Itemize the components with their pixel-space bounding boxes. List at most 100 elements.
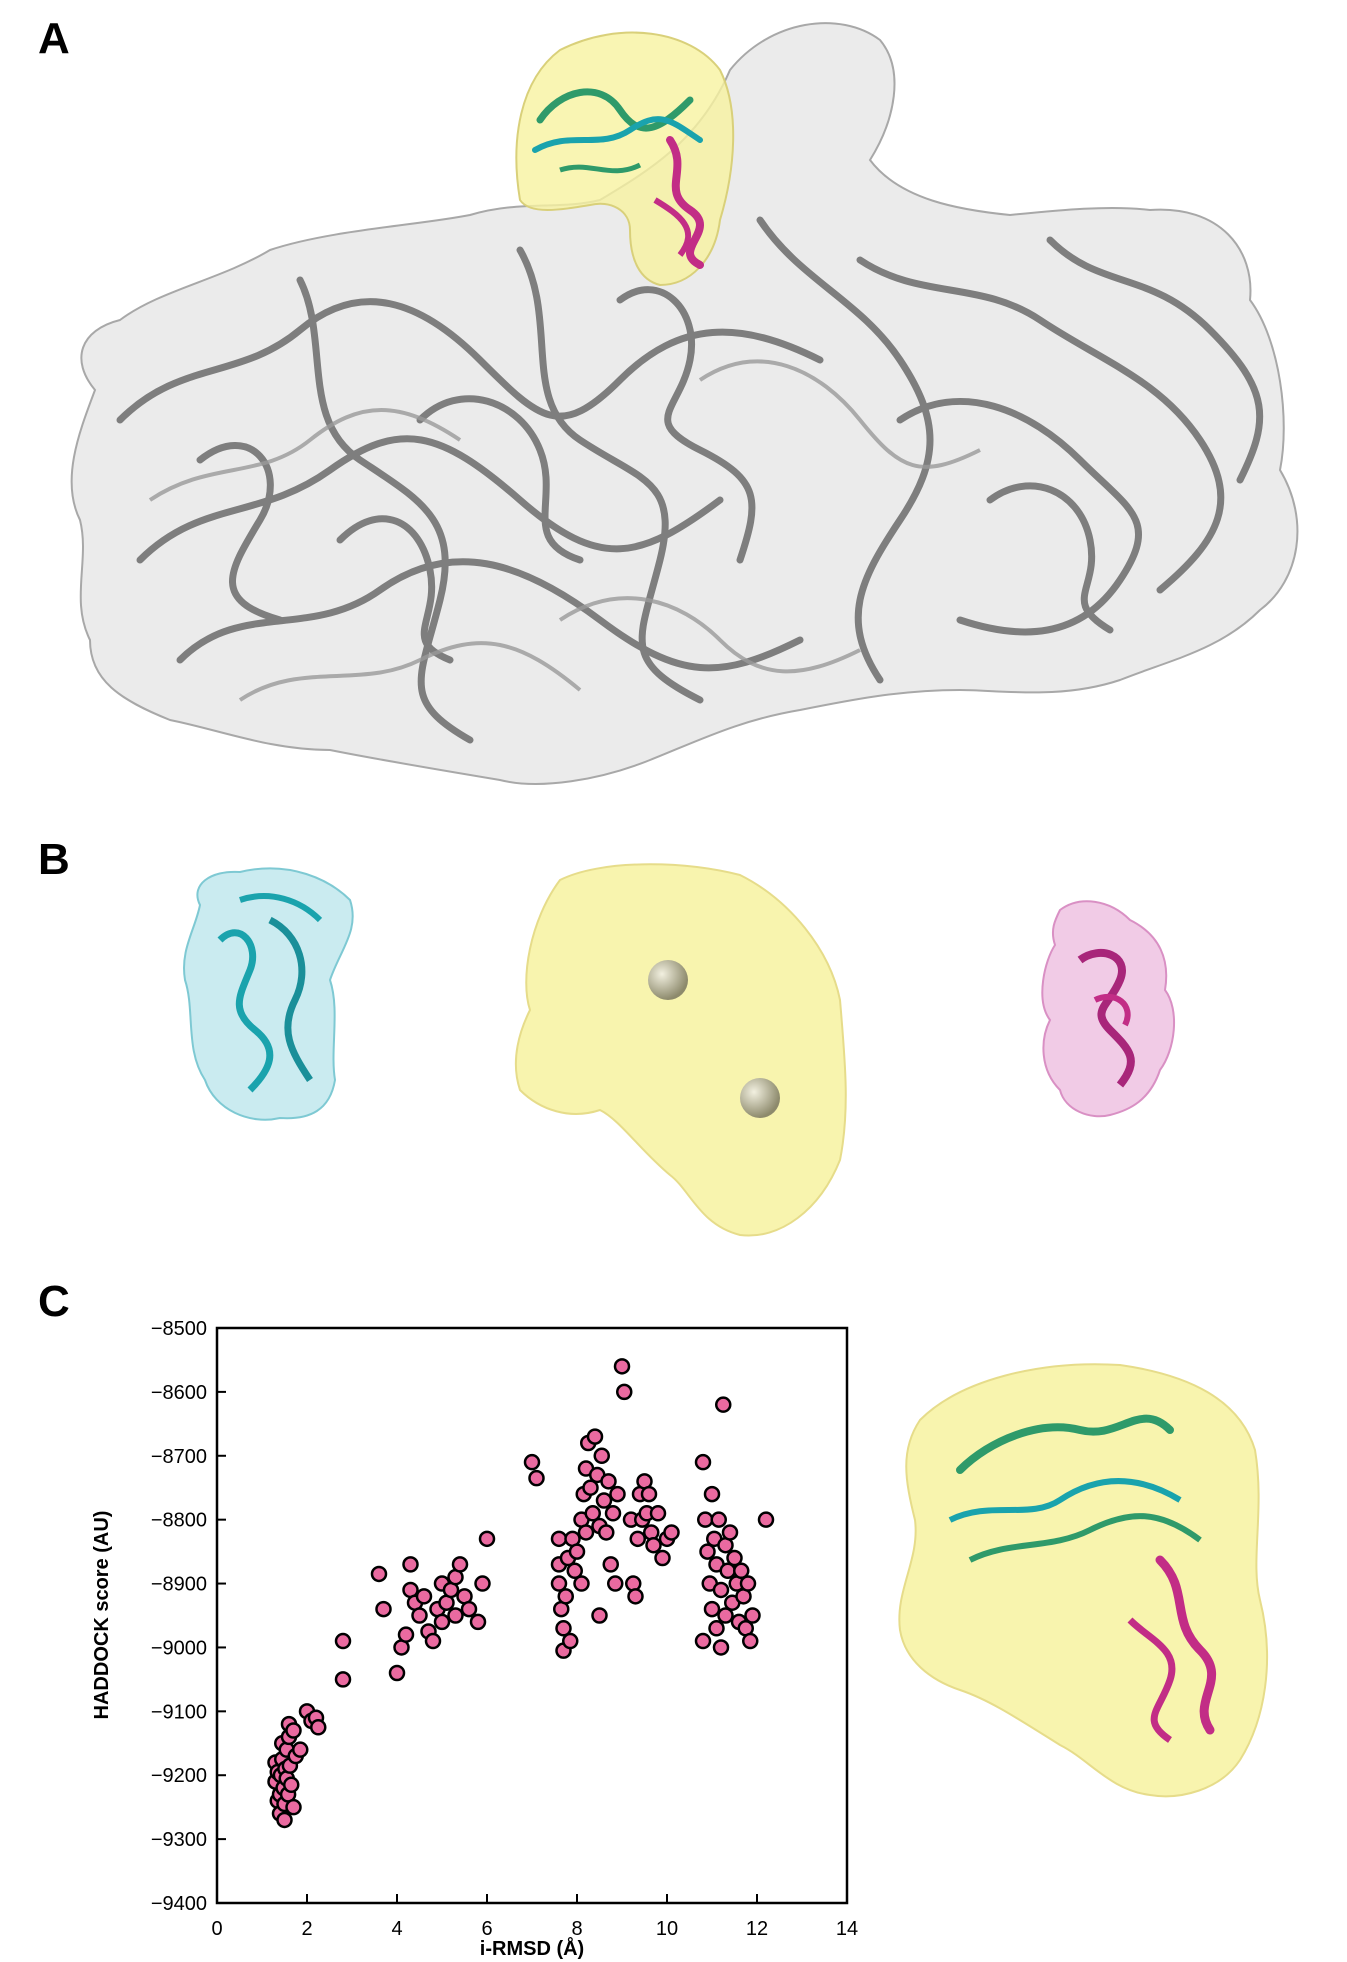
data-point xyxy=(334,1671,352,1688)
data-point xyxy=(600,1473,617,1490)
data-point xyxy=(654,1549,671,1567)
data-point xyxy=(739,1575,757,1592)
x-tick-label: 0 xyxy=(211,1918,222,1940)
data-point xyxy=(283,1776,300,1794)
data-point xyxy=(402,1556,419,1573)
x-tick-label: 14 xyxy=(836,1918,858,1940)
x-tick-label: 12 xyxy=(746,1918,768,1940)
data-point xyxy=(595,1492,613,1509)
data-point xyxy=(285,1722,302,1739)
docked-complex-a xyxy=(515,31,735,287)
y-axis-label: HADDOCK score (AU) xyxy=(91,1511,113,1720)
data-point xyxy=(708,1620,725,1637)
data-point xyxy=(703,1485,721,1503)
y-tick-label: −9300 xyxy=(151,1829,207,1851)
magenta-domain xyxy=(1041,900,1176,1118)
y-axis: −8500 −8600 −8700 −8800 −8900 −9000 −9100 −9200… xyxy=(151,1318,226,1915)
data-point xyxy=(334,1632,352,1650)
panel-label-a: A xyxy=(38,14,70,63)
data-point xyxy=(523,1453,541,1471)
data-point xyxy=(370,1565,388,1583)
data-point xyxy=(721,1524,739,1541)
data-point xyxy=(744,1607,761,1624)
data-point xyxy=(415,1588,433,1605)
data-point xyxy=(310,1719,327,1736)
panel-b-components xyxy=(183,863,1176,1237)
y-tick-label: −9200 xyxy=(151,1765,207,1787)
data-point xyxy=(591,1607,608,1624)
marker-sphere-2 xyxy=(740,1078,780,1118)
data-point xyxy=(555,1620,572,1637)
data-point xyxy=(616,1383,633,1401)
data-point xyxy=(577,1524,595,1541)
data-point xyxy=(645,1536,662,1554)
data-point xyxy=(712,1581,730,1599)
data-point xyxy=(582,1479,599,1496)
x-tick-label: 10 xyxy=(656,1918,678,1940)
data-point xyxy=(699,1543,716,1560)
data-point xyxy=(726,1549,743,1567)
data-point xyxy=(586,1428,604,1445)
data-point xyxy=(292,1741,309,1758)
data-point xyxy=(629,1530,646,1548)
data-point xyxy=(478,1530,496,1548)
data-point xyxy=(550,1575,568,1592)
data-point xyxy=(715,1396,732,1413)
yellow-density-b xyxy=(514,863,847,1237)
y-tick-label: −8900 xyxy=(151,1574,207,1596)
data-point xyxy=(598,1524,615,1541)
data-point xyxy=(566,1562,583,1580)
data-point xyxy=(375,1600,392,1618)
data-point xyxy=(627,1588,644,1605)
haddock-scatter-chart: 0 2 4 6 8 10 12 14 −8500 −8600 −8700 −8800 −8900 −90… xyxy=(91,1318,858,1960)
x-tick-label: 6 xyxy=(481,1918,492,1940)
x-tick-label: 4 xyxy=(391,1918,402,1940)
x-tick-label: 2 xyxy=(301,1918,312,1940)
cyan-domain xyxy=(183,867,354,1121)
data-point xyxy=(550,1530,568,1548)
data-point xyxy=(557,1588,574,1605)
data-point xyxy=(451,1556,469,1573)
data-point xyxy=(447,1607,464,1624)
data-point xyxy=(562,1632,579,1650)
x-axis-label: i-RMSD (Å) xyxy=(480,1936,584,1960)
y-tick-label: −8500 xyxy=(151,1318,207,1340)
data-point xyxy=(694,1632,712,1650)
data-point xyxy=(276,1811,293,1829)
data-point xyxy=(640,1485,658,1503)
ribbon-detail-light xyxy=(148,359,981,702)
data-point xyxy=(411,1607,428,1624)
x-axis: 0 2 4 6 8 10 12 14 xyxy=(211,1894,858,1940)
y-tick-label: −8700 xyxy=(151,1446,207,1468)
plot-frame xyxy=(215,1326,849,1905)
data-point xyxy=(697,1511,714,1528)
data-point xyxy=(593,1447,610,1465)
data-point xyxy=(568,1543,586,1560)
y-tick-label: −8600 xyxy=(151,1382,207,1404)
data-point xyxy=(424,1632,442,1650)
data-point xyxy=(474,1575,491,1592)
panel-label-c: C xyxy=(38,1277,70,1326)
data-point xyxy=(388,1664,406,1682)
data-points xyxy=(267,1358,775,1829)
panel-c-docked-model xyxy=(898,1363,1268,1798)
y-tick-label: −9100 xyxy=(151,1701,207,1723)
data-point xyxy=(757,1511,775,1528)
data-point xyxy=(607,1575,624,1592)
panel-label-b: B xyxy=(38,835,70,884)
data-point xyxy=(649,1505,667,1522)
data-point xyxy=(663,1524,680,1541)
y-tick-label: −8800 xyxy=(151,1510,207,1532)
data-point xyxy=(604,1505,622,1522)
marker-sphere-1 xyxy=(648,960,688,1000)
data-point xyxy=(703,1600,721,1618)
data-point xyxy=(602,1556,619,1573)
data-point xyxy=(460,1600,478,1618)
data-point xyxy=(397,1626,415,1643)
data-point xyxy=(694,1453,712,1471)
data-point xyxy=(613,1358,631,1375)
data-point xyxy=(710,1511,727,1528)
panel-a-structure xyxy=(70,22,1299,785)
data-point xyxy=(528,1469,545,1487)
